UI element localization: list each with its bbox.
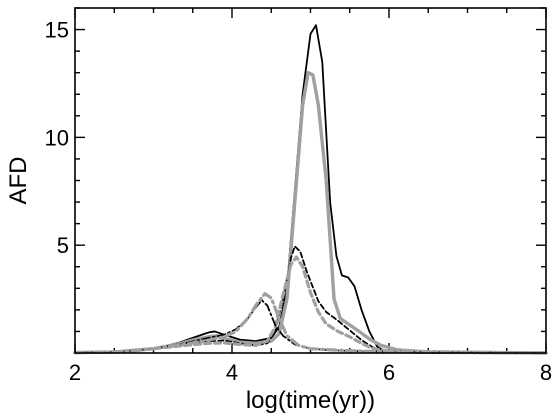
series-line-4 — [73, 255, 548, 355]
series-line-6 — [73, 292, 548, 355]
y-tick-label: 15 — [45, 18, 69, 43]
series-line-3 — [74, 245, 547, 354]
series-line-2 — [73, 70, 548, 355]
tick-marks — [74, 7, 547, 354]
series-layer — [73, 24, 548, 355]
x-tick-label: 8 — [540, 360, 552, 385]
x-tick-label: 4 — [226, 360, 238, 385]
series-line-5 — [74, 299, 547, 354]
x-axis-label: log(time(yr)) — [246, 387, 375, 414]
tick-labels: 2 4 6 8 5 10 15 — [45, 18, 553, 385]
plot-frame — [74, 7, 547, 354]
y-tick-label: 5 — [57, 233, 69, 258]
series-line-1 — [74, 24, 547, 354]
y-axis-label: AFD — [5, 157, 32, 205]
x-tick-label: 2 — [69, 360, 81, 385]
x-tick-label: 6 — [383, 360, 395, 385]
y-tick-label: 10 — [45, 125, 69, 150]
